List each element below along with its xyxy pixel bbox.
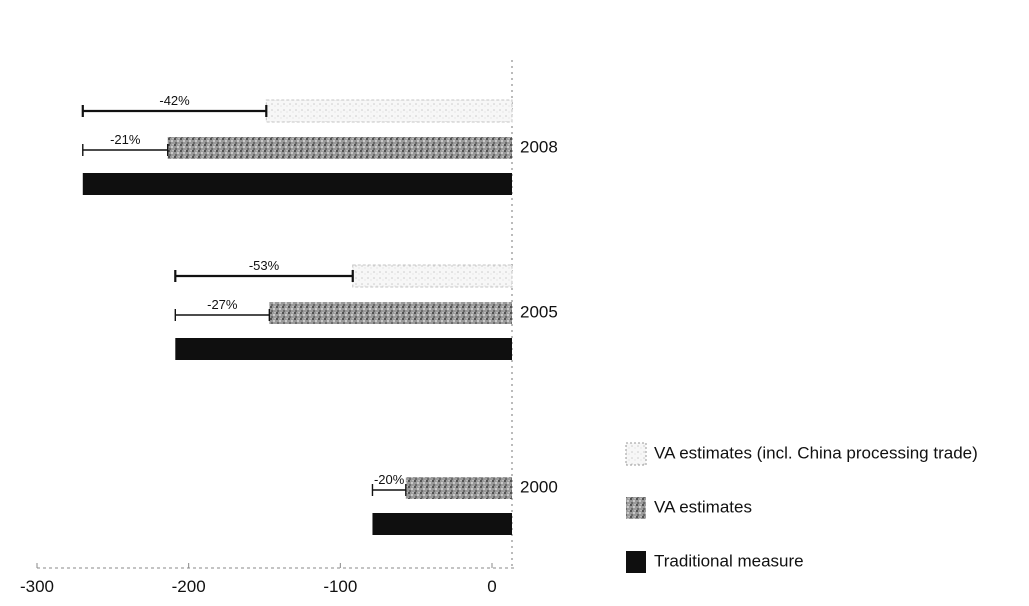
legend: VA estimates (incl. China processing tra…	[625, 442, 978, 573]
bar-va-estimates-2005	[269, 302, 512, 324]
legend-item: Traditional measure	[626, 551, 804, 573]
legend-label: VA estimates (incl. China processing tra…	[654, 443, 978, 462]
bar-traditional-measure-2008	[82, 173, 513, 195]
plot-area: 2008 2005 2000	[82, 60, 558, 568]
x-tick-label: -300	[20, 577, 54, 596]
annotation-label: -53%	[249, 258, 280, 273]
bar-va-estimates-2008	[167, 137, 512, 159]
category-label: 2005	[520, 302, 558, 321]
category-label: 2000	[520, 477, 558, 496]
x-tick-label: 0	[487, 577, 496, 596]
legend-swatch	[626, 551, 646, 573]
bar-va-estimates-2000	[405, 477, 512, 499]
legend-swatch	[625, 442, 647, 466]
legend-label: VA estimates	[654, 497, 752, 516]
bar-va-estimates-incl-china-processing-trade-2005	[352, 264, 513, 288]
annotations: -42% -21% -53% -27% -20%	[81, 93, 407, 496]
legend-item: VA estimates	[626, 497, 752, 519]
annotation-bracket	[82, 144, 169, 156]
legend-swatch	[626, 497, 646, 519]
annotation-label: -27%	[207, 297, 238, 312]
annotation-label: -21%	[110, 132, 141, 147]
x-tick-label: -100	[323, 577, 357, 596]
bar-va-estimates-incl-china-processing-trade-2008	[265, 99, 513, 123]
bar-traditional-measure-2005	[175, 338, 513, 360]
annotation-bracket	[174, 270, 354, 282]
annotation-bracket	[81, 105, 268, 117]
category-label: 2008	[520, 137, 558, 156]
legend-label: Traditional measure	[654, 551, 804, 570]
annotation-label: -20%	[374, 472, 405, 487]
annotation-bracket	[371, 484, 407, 496]
annotation-bracket	[174, 309, 271, 321]
x-axis: -300 -200 -100 0	[20, 563, 516, 596]
x-tick-label: -200	[172, 577, 206, 596]
annotation-label: -42%	[159, 93, 190, 108]
legend-item: VA estimates (incl. China processing tra…	[625, 442, 978, 466]
bar-traditional-measure-2000	[372, 513, 512, 535]
